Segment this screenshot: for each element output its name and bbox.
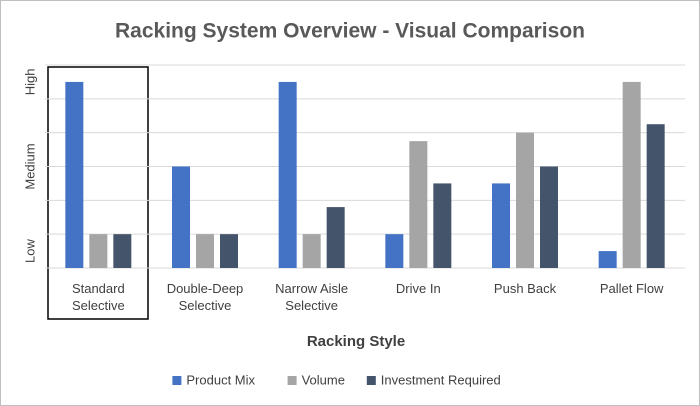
bar <box>646 124 665 268</box>
x-tick-label: Double-Deep Selective <box>166 281 244 313</box>
bar <box>622 81 641 269</box>
bar <box>326 207 345 268</box>
bar <box>385 234 404 268</box>
x-tick-label: Narrow Aisle Selective <box>275 281 349 313</box>
x-tick-label: Drive In <box>395 281 441 296</box>
bar <box>220 234 238 268</box>
bar <box>492 183 510 268</box>
bar <box>172 166 190 268</box>
x-axis-title: Racking Style <box>307 333 405 350</box>
bar <box>113 234 132 268</box>
y-tick-label: High <box>22 69 37 96</box>
bar <box>409 141 428 268</box>
bar <box>540 166 558 268</box>
y-tick-label: Medium <box>22 143 37 189</box>
bar <box>433 183 452 268</box>
bar <box>302 234 321 268</box>
bar <box>65 81 84 269</box>
legend-label: Investment Required <box>381 372 501 387</box>
x-tick-label: Push Back <box>493 281 557 296</box>
x-tick-label: Pallet Flow <box>599 281 664 296</box>
bar <box>89 234 108 268</box>
chart-title: Racking System Overview - Visual Compari… <box>115 20 585 43</box>
legend-swatch <box>287 376 297 385</box>
bar <box>598 251 617 268</box>
highlight-box <box>47 66 149 320</box>
legend-label: Volume <box>302 372 345 387</box>
legend-swatch <box>172 376 182 385</box>
legend-label: Product Mix <box>186 372 255 387</box>
bar <box>196 234 214 268</box>
y-tick-label: Low <box>22 239 37 263</box>
bar <box>278 81 297 269</box>
bar <box>516 132 534 268</box>
legend-swatch <box>366 376 376 385</box>
x-tick-label: Standard Selective <box>71 281 125 313</box>
